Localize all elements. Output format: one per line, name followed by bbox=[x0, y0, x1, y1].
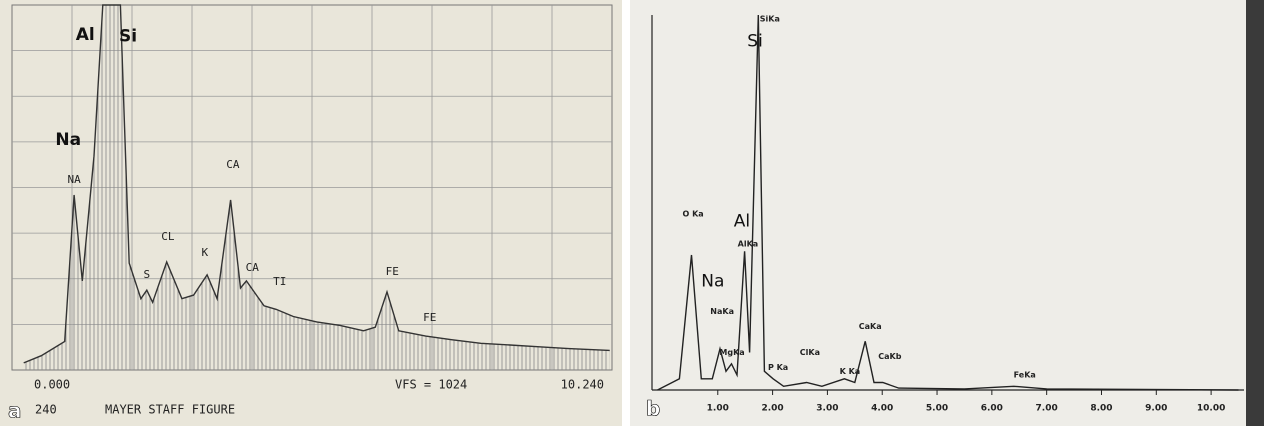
footer-text: VFS = 1024 bbox=[395, 378, 467, 392]
peak-label: ClKa bbox=[800, 348, 820, 357]
x-tick-label: 3.00 bbox=[816, 404, 838, 414]
panel-label: b bbox=[646, 397, 660, 421]
element-label: Al bbox=[734, 211, 750, 231]
peak-label: FeKa bbox=[1014, 371, 1036, 380]
x-tick-label: 5.00 bbox=[926, 404, 948, 414]
peak-label: AlKa bbox=[738, 239, 759, 248]
footer-text: MAYER STAFF FIGURE bbox=[105, 403, 235, 417]
x-tick-label: 1.00 bbox=[707, 404, 729, 414]
peak-label: S bbox=[143, 268, 150, 281]
peak-label: SiKa bbox=[760, 14, 780, 23]
panel-b-edge bbox=[1246, 0, 1264, 426]
x-tick-label: 9.00 bbox=[1145, 404, 1167, 414]
peak-label: NaKa bbox=[710, 307, 734, 316]
x-tick-label: 2.00 bbox=[761, 404, 783, 414]
element-label: Si bbox=[747, 31, 763, 51]
peak-label: CA bbox=[226, 158, 240, 171]
peak-label: TI bbox=[273, 275, 286, 288]
spectrum-line bbox=[23, 4, 610, 364]
peak-label: CaKa bbox=[859, 322, 882, 331]
spectrum-fill bbox=[23, 5, 610, 370]
peak-label: NA bbox=[67, 173, 81, 186]
element-label: Si bbox=[119, 27, 137, 47]
x-tick-label: 10.240 bbox=[561, 378, 604, 392]
panel-label: a bbox=[8, 399, 22, 423]
x-tick-label: 7.00 bbox=[1036, 404, 1058, 414]
element-label: Na bbox=[701, 271, 724, 291]
peak-label: CL bbox=[161, 230, 175, 243]
peak-label: FE bbox=[423, 311, 436, 324]
spectrum-line bbox=[657, 14, 1239, 391]
peak-label: O Ka bbox=[683, 209, 704, 218]
peak-label: CA bbox=[246, 261, 260, 274]
x-tick-label: 0.000 bbox=[34, 378, 70, 392]
element-label: Na bbox=[55, 130, 81, 150]
x-tick-label: 6.00 bbox=[981, 404, 1003, 414]
element-label: Al bbox=[76, 25, 95, 45]
peak-label: CaKb bbox=[878, 352, 901, 361]
peak-label: K bbox=[201, 246, 208, 259]
x-tick-label: 8.00 bbox=[1090, 404, 1112, 414]
panel-b-background bbox=[630, 0, 1264, 426]
footer-text: 240 bbox=[35, 403, 57, 417]
peak-label: FE bbox=[386, 265, 399, 278]
peak-label: K Ka bbox=[840, 367, 861, 376]
peak-label: MgKa bbox=[719, 348, 744, 357]
x-tick-label: 4.00 bbox=[871, 404, 893, 414]
peak-label: P Ka bbox=[768, 363, 788, 372]
x-tick-label: 10.00 bbox=[1197, 404, 1225, 414]
